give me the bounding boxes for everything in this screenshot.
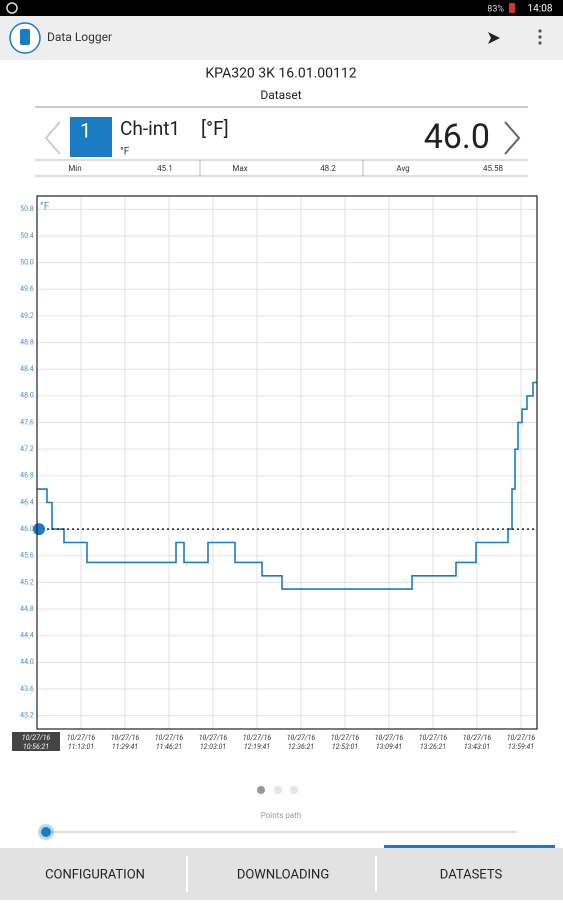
channel-badge — [70, 117, 112, 157]
x-tick-time: 11:46:21 — [156, 743, 182, 751]
page-dot[interactable] — [274, 786, 282, 794]
x-tick-time: 12:03:01 — [200, 743, 226, 751]
y-tick-label: 50.0 — [20, 258, 34, 266]
page-dot-active[interactable] — [257, 786, 265, 794]
data-line — [37, 381, 537, 590]
x-tick-highlight — [12, 732, 60, 751]
prev-channel[interactable] — [44, 121, 61, 155]
current-value: 46.0 — [424, 117, 490, 157]
x-tick-time: 12:53:01 — [332, 743, 358, 751]
x-tick-time: 13:59:41 — [508, 743, 534, 751]
stat-value: 45.58 — [483, 164, 504, 173]
x-tick-time: 13:26:21 — [420, 743, 446, 751]
battery: 83% — [487, 4, 504, 14]
x-tick-date: 10/27/16 — [375, 734, 404, 742]
slider-thumb[interactable] — [41, 827, 51, 837]
channel-unit-bracket: [°F] — [201, 117, 229, 140]
send-button[interactable] — [488, 32, 500, 44]
plot-border — [36, 195, 538, 730]
x-tick-date: 10/27/16 — [419, 734, 448, 742]
tab-selected[interactable]: DATASETS — [440, 867, 503, 882]
y-tick-label: 46.4 — [20, 498, 34, 506]
cursor-handle — [33, 523, 45, 536]
stat-value: 45.1 — [157, 164, 173, 173]
plot-area — [37, 196, 537, 729]
y-tick-label: 50.4 — [20, 232, 34, 240]
x-tick-time: 10:56:21 — [23, 743, 49, 751]
x-tick-date: 10/27/16 — [507, 734, 536, 742]
slider-caption: Points path — [261, 811, 302, 820]
clock: 14:08 — [528, 4, 553, 15]
tab[interactable]: CONFIGURATION — [45, 867, 145, 882]
x-tick-date: 10/27/16 — [243, 734, 272, 742]
y-tick-label: 49.2 — [20, 312, 34, 320]
y-tick-label: 48.0 — [20, 392, 34, 400]
channel-name: Ch-int1 — [120, 117, 180, 140]
y-tick-label: 50.8 — [20, 205, 34, 213]
stat-label: Max — [232, 164, 247, 173]
y-tick-label: 45.6 — [20, 552, 34, 560]
y-tick-label: 48.4 — [20, 365, 34, 373]
y-unit: °F — [40, 202, 50, 213]
x-tick-time: 13:09:41 — [376, 743, 402, 751]
battery-icon — [509, 3, 515, 13]
y-tick-label: 45.2 — [20, 578, 34, 586]
app-bar — [0, 16, 563, 60]
x-tick-date: 10/27/16 — [463, 734, 492, 742]
x-tick-date: 10/27/16 — [199, 734, 228, 742]
stat-label: Avg — [396, 164, 409, 173]
y-tick-label: 46.0 — [20, 525, 34, 533]
status-bar — [0, 0, 563, 16]
menu-button[interactable] — [538, 29, 542, 45]
x-tick-date: 10/27/16 — [67, 734, 96, 742]
stat-label: Min — [68, 164, 81, 173]
y-tick-label: 43.2 — [20, 712, 34, 720]
y-tick-label: 46.8 — [20, 472, 34, 480]
tab[interactable]: DOWNLOADING — [237, 867, 329, 882]
y-tick-label: 49.6 — [20, 285, 34, 293]
y-tick-label: 44.8 — [20, 605, 34, 613]
device-title: KPA320 3K 16.01.00112 — [205, 66, 356, 82]
x-tick-date: 10/27/16 — [22, 734, 51, 742]
tab-indicator — [384, 845, 555, 848]
x-tick-time: 13:43:01 — [464, 743, 490, 751]
x-tick-date: 10/27/16 — [331, 734, 360, 742]
y-tick-label: 44.0 — [20, 658, 34, 666]
y-tick-label: 47.6 — [20, 418, 34, 426]
status-icon — [6, 2, 18, 14]
y-tick-label: 44.4 — [20, 632, 34, 640]
x-tick-time: 11:29:41 — [112, 743, 138, 751]
channel-unit: °F — [120, 147, 130, 158]
page-dot[interactable] — [290, 786, 298, 794]
app-icon-device — [20, 29, 30, 45]
x-tick-date: 10/27/16 — [287, 734, 316, 742]
x-tick-time: 12:36:21 — [288, 743, 314, 751]
stat-value: 48.2 — [320, 164, 336, 173]
x-tick-time: 12:19:41 — [244, 743, 270, 751]
channel-number: 1 — [80, 118, 91, 142]
x-tick-time: 11:13:01 — [68, 743, 94, 751]
dataset-subtitle: Dataset — [260, 88, 301, 102]
tab-bar — [0, 848, 563, 900]
y-tick-label: 48.8 — [20, 338, 34, 346]
y-tick-label: 47.2 — [20, 445, 34, 453]
app-title: Data Logger — [47, 30, 112, 44]
x-tick-date: 10/27/16 — [111, 734, 140, 742]
y-tick-label: 43.6 — [20, 685, 34, 693]
x-tick-date: 10/27/16 — [155, 734, 184, 742]
next-channel[interactable] — [504, 121, 521, 155]
